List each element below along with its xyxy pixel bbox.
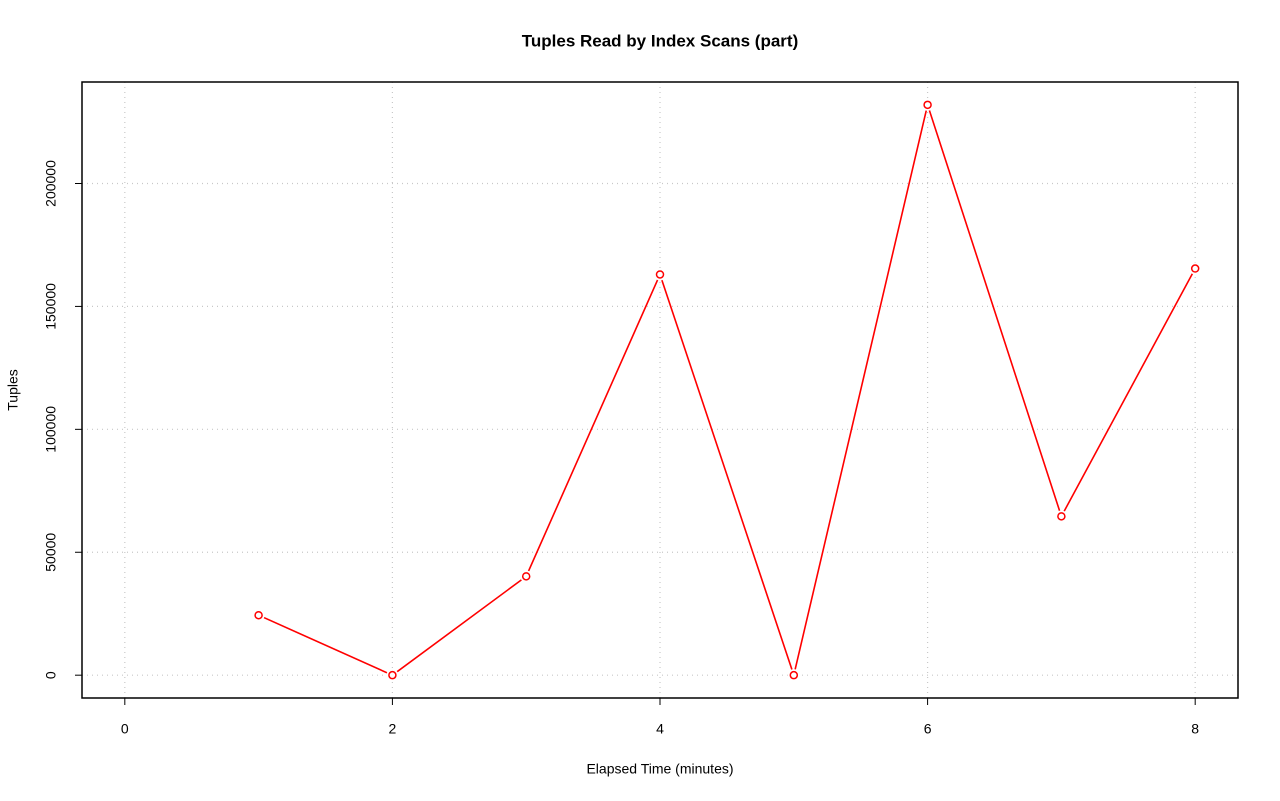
x-tick-label: 8: [1191, 721, 1199, 737]
y-tick-label: 0: [43, 671, 59, 679]
series-line: [258, 101, 1196, 679]
x-tick-label: 6: [924, 721, 932, 737]
y-tick-label: 50000: [43, 533, 59, 572]
x-tick-label: 4: [656, 721, 664, 737]
data-point: [1190, 264, 1200, 273]
data-point: [789, 670, 799, 680]
data-point: [254, 610, 263, 620]
y-tick-label: 150000: [43, 283, 59, 330]
data-point: [1057, 512, 1066, 521]
plot-frame: [81, 81, 1239, 699]
y-tick-label: 100000: [43, 406, 59, 453]
data-point: [388, 670, 397, 680]
chart-title: Tuples Read by Index Scans (part): [522, 31, 798, 50]
x-axis-label: Elapsed Time (minutes): [586, 761, 733, 777]
data-point: [923, 100, 932, 110]
x-tick-label: 2: [389, 721, 397, 737]
data-point: [655, 270, 665, 279]
x-tick-label: 0: [121, 721, 129, 737]
y-axis-label: Tuples: [5, 369, 21, 411]
data-point: [521, 572, 531, 581]
y-tick-label: 200000: [43, 160, 59, 207]
